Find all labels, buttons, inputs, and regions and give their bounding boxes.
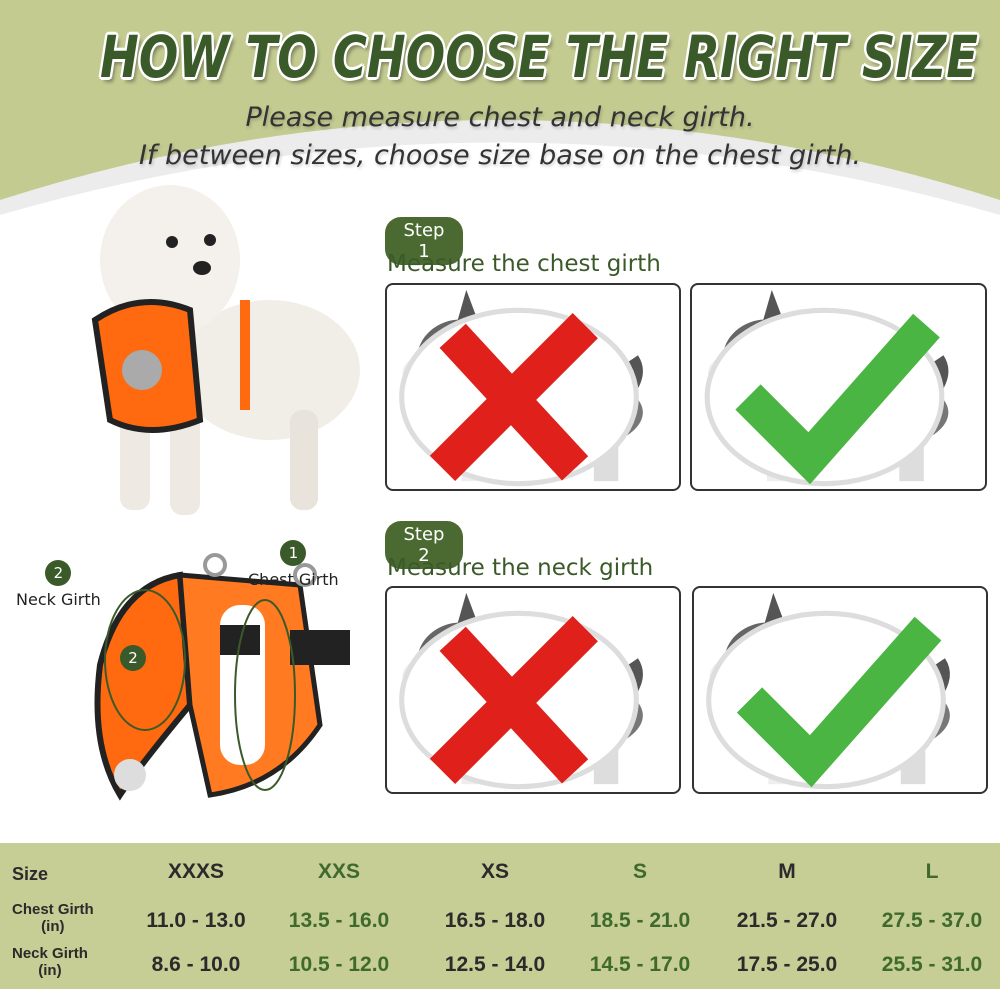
row-label-line: (in) — [41, 918, 65, 935]
chest-girth-cell: 13.5 - 16.0 — [288, 909, 390, 932]
neck-girth-cell: 25.5 - 31.0 — [881, 953, 983, 976]
chest-girth-text: Chest Girth — [248, 570, 339, 589]
step-1-text: Measure the chest girth — [387, 251, 661, 277]
row-label-line: Neck Girth — [12, 945, 88, 962]
step-2-wrong-example — [385, 586, 681, 794]
size-header: XXS — [317, 860, 361, 883]
row-label: Size — [12, 864, 49, 884]
chest-girth-cell: 11.0 - 13.0 — [146, 909, 246, 932]
chest-girth-cell: 18.5 - 21.0 — [589, 909, 691, 932]
dog-wearing-harness-photo — [91, 185, 360, 515]
row-label: Neck Girth (in) — [12, 945, 88, 979]
harness-neck-number: 2 — [120, 645, 146, 671]
chest-girth-cell: 16.5 - 18.0 — [444, 909, 546, 932]
red-cross-icon — [399, 307, 639, 487]
neck-girth-label: 2 Neck Girth — [16, 560, 101, 609]
harness-product-image — [94, 553, 350, 801]
subtitle-line-2: If between sizes, choose size base on th… — [138, 140, 862, 171]
step-2-text: Measure the neck girth — [387, 555, 654, 581]
green-check-icon — [706, 610, 946, 790]
chest-girth-number: 1 — [280, 540, 307, 566]
neck-girth-cell: 14.5 - 17.0 — [589, 953, 691, 976]
harness-neck-marker: 2 — [120, 645, 146, 675]
subtitle-line-1: Please measure chest and neck girth. — [245, 102, 755, 133]
green-check-icon — [704, 307, 945, 487]
size-header: XS — [480, 860, 509, 883]
step-1-wrong-example — [385, 283, 681, 491]
row-label-line: Chest Girth — [12, 901, 94, 918]
neck-girth-cell: 17.5 - 25.0 — [736, 953, 838, 976]
step-1-badge: Step 1 — [385, 217, 463, 265]
chest-girth-cell: 21.5 - 27.0 — [736, 909, 838, 932]
step-2-correct-example — [692, 586, 988, 794]
neck-girth-cell: 10.5 - 12.0 — [288, 953, 390, 976]
row-label-line: (in) — [38, 962, 62, 979]
red-cross-icon — [399, 610, 639, 790]
chest-girth-label: 1 Chest Girth — [248, 540, 339, 589]
row-label: Chest Girth (in) — [12, 901, 94, 935]
size-header: S — [632, 860, 647, 883]
row-label-line: Size — [12, 864, 49, 884]
size-header: L — [925, 860, 939, 883]
neck-girth-number: 2 — [45, 560, 72, 586]
chest-girth-cell: 27.5 - 37.0 — [881, 909, 983, 932]
step-1-correct-example — [690, 283, 987, 491]
size-table: Size Chest Girth (in) Neck Girth (in) XXXS XXS… — [0, 843, 1000, 989]
neck-girth-cell: 8.6 - 10.0 — [151, 953, 241, 976]
neck-girth-text: Neck Girth — [16, 590, 101, 609]
size-header: M — [778, 860, 796, 883]
size-header: XXXS — [167, 860, 225, 883]
step-2-badge: Step 2 — [385, 521, 463, 569]
neck-girth-cell: 12.5 - 14.0 — [444, 953, 546, 976]
page-title: HOW TO CHOOSE THE RIGHT SIZE — [100, 23, 978, 91]
